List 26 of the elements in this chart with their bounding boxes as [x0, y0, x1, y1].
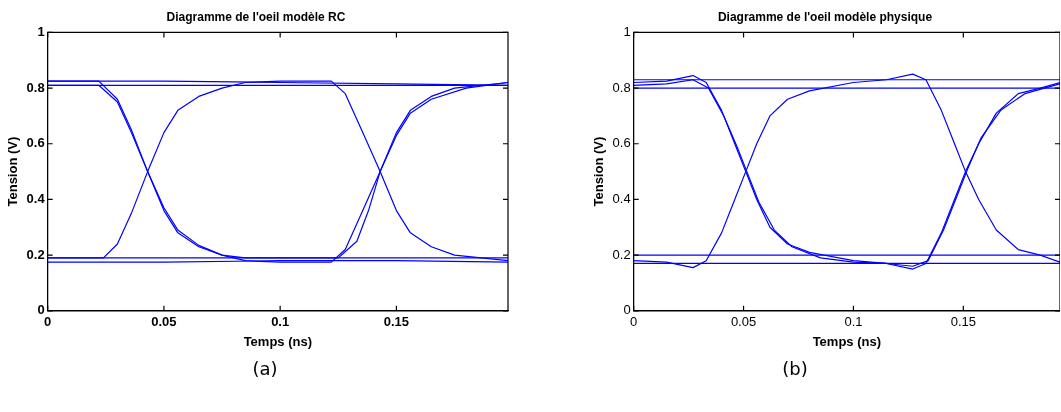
- chart-title: Diagramme de l'oeil modèle RC: [166, 9, 346, 24]
- x-tick-label: 0.1: [271, 314, 290, 330]
- y-tick-label: 1: [623, 23, 631, 39]
- x-tick-label: 0.15: [383, 314, 410, 330]
- y-tick-label: 0.4: [26, 191, 46, 207]
- y-tick-label: 0.8: [612, 79, 631, 95]
- y-tick-label: 0.2: [26, 246, 45, 262]
- y-tick-label: 0.4: [612, 191, 631, 207]
- x-tick-label: 0.15: [950, 314, 976, 330]
- chart-title: Diagramme de l'oeil modèle physique: [717, 9, 933, 24]
- text: (a): [251, 358, 279, 379]
- y-tick-label: 1: [37, 23, 45, 39]
- y-axis-title: Tension (V): [591, 136, 607, 207]
- x-axis-title: Temps (ns): [243, 333, 313, 349]
- x-tick-label: 0.05: [730, 314, 757, 330]
- y-axis-title: Tension (V): [5, 136, 21, 207]
- y-tick-label: 0.6: [612, 135, 631, 151]
- y-tick-label: 0.6: [26, 135, 45, 151]
- y-tick-label: 0.2: [612, 246, 631, 262]
- x-tick-label: 0.05: [151, 314, 177, 330]
- x-tick-label: 0.1: [844, 314, 863, 330]
- y-tick-label: 0: [623, 302, 631, 318]
- text: (b): [781, 358, 809, 379]
- y-tick-label: 0.8: [26, 79, 45, 95]
- y-tick-label: 0: [37, 302, 45, 318]
- x-axis-title: Temps (ns): [812, 333, 882, 349]
